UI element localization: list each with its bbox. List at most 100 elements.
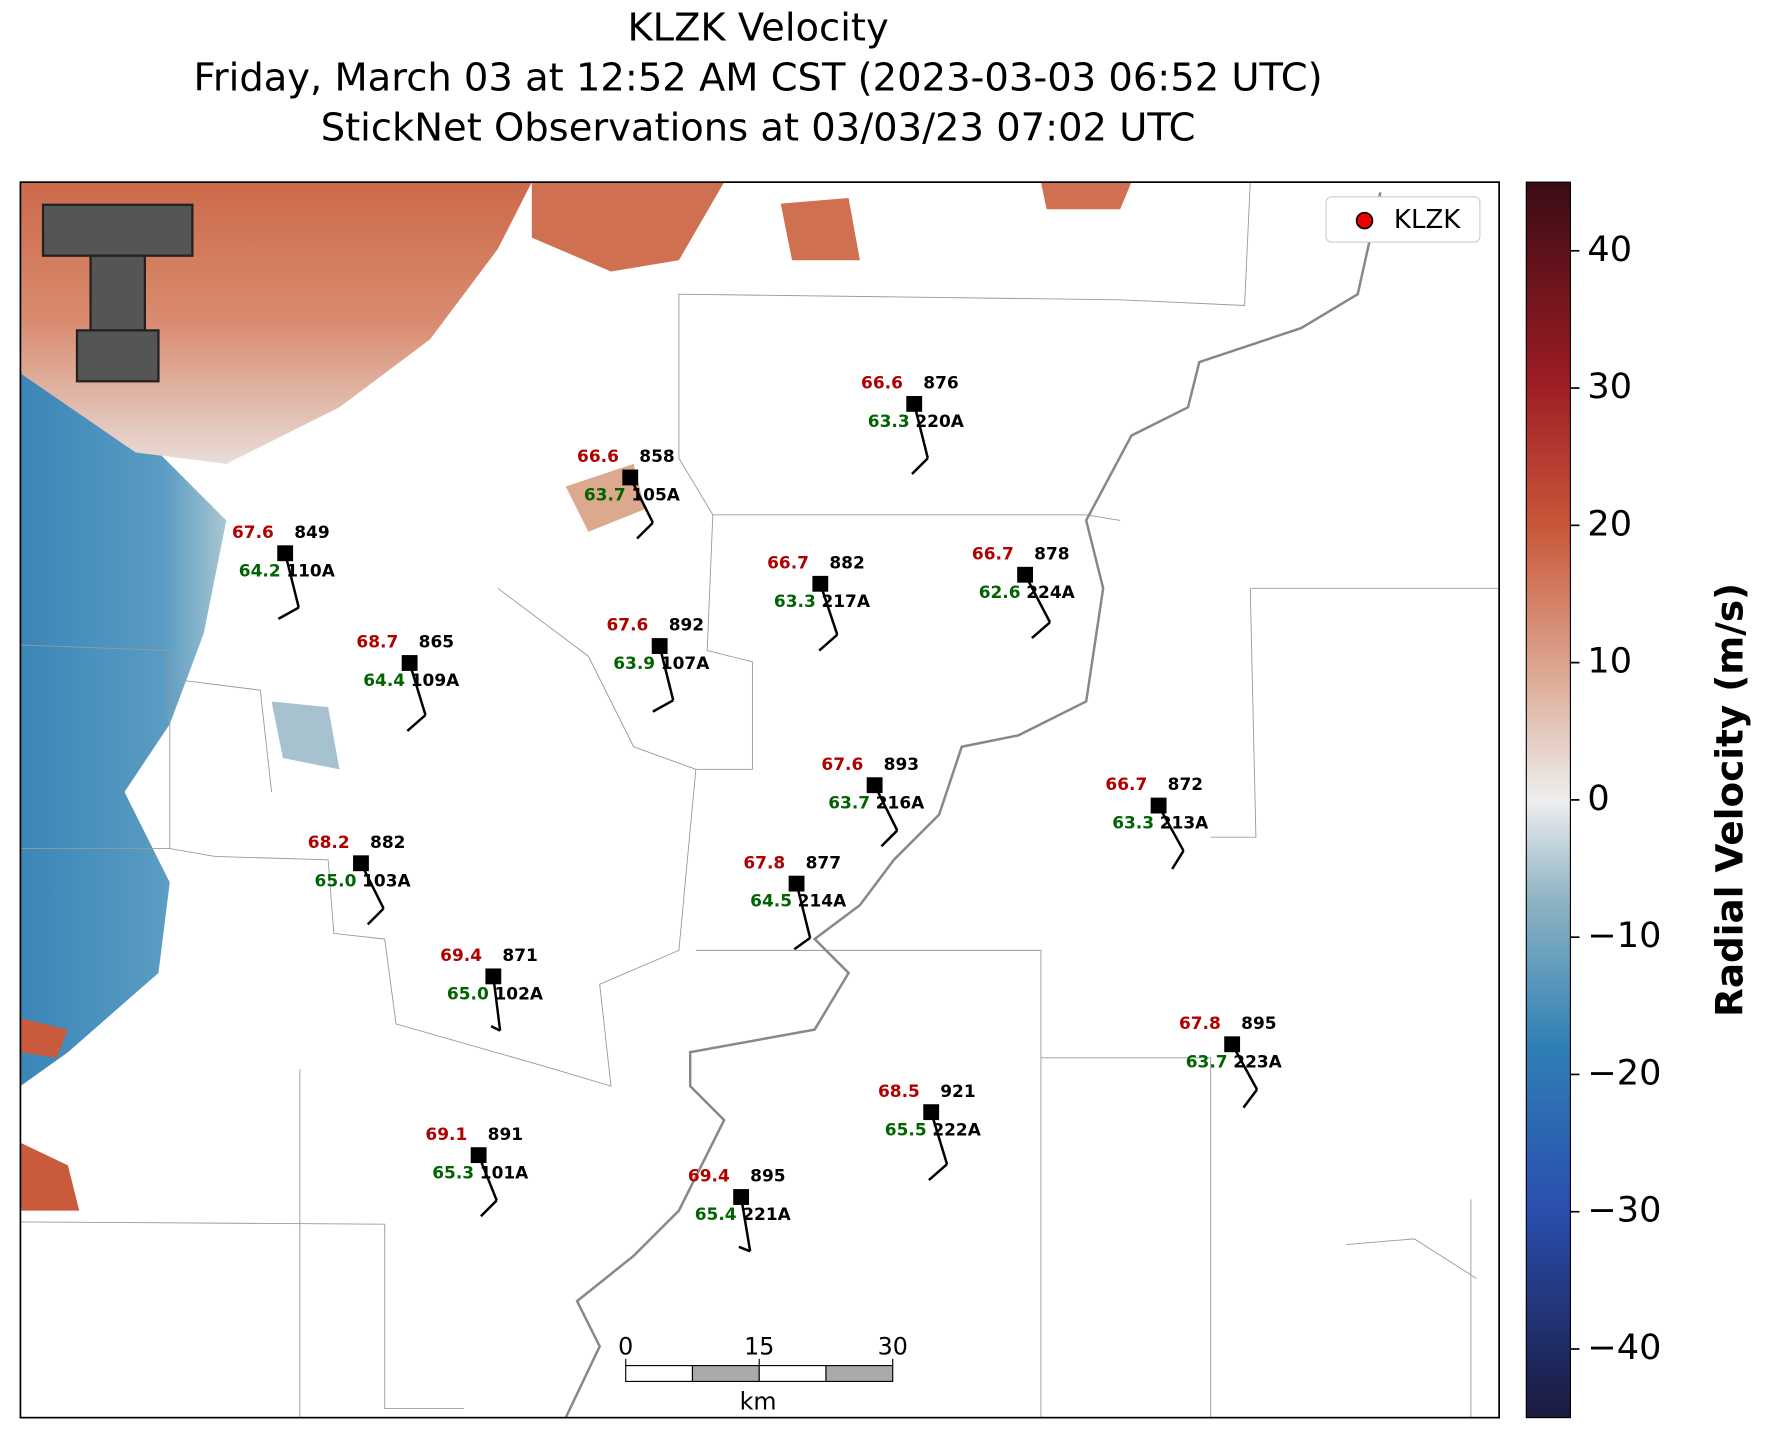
dewpoint: 63.3 <box>774 592 816 612</box>
wind-barb <box>880 829 899 848</box>
dewpoint: 62.6 <box>979 583 1021 603</box>
wind-barb <box>652 699 674 713</box>
wind-barb <box>911 457 929 475</box>
temperature: 66.6 <box>861 374 903 394</box>
subtitle: Friday, March 03 at 12:52 AM CST (2023-0… <box>194 56 1323 101</box>
scale-tick-label: 0 <box>618 1332 633 1360</box>
wind-barb <box>1031 621 1051 640</box>
temperature: 66.6 <box>577 447 619 467</box>
station-marker <box>923 1104 940 1121</box>
dewpoint: 64.4 <box>363 671 405 691</box>
colorbar-tick-label: 30 <box>1587 366 1632 407</box>
radar-echo <box>780 197 860 261</box>
dewpoint: 64.2 <box>239 561 281 581</box>
station-marker <box>651 638 668 654</box>
dewpoint: 65.0 <box>315 871 357 891</box>
temperature: 68.7 <box>356 633 398 653</box>
scale-tick-label: 30 <box>878 1332 908 1360</box>
wind-barb-staff <box>739 1196 752 1252</box>
temperature: 69.4 <box>440 946 482 966</box>
colorbar-tick-label: 10 <box>1587 641 1632 682</box>
pressure: 877 <box>806 853 841 873</box>
station-id: 109A <box>411 671 460 691</box>
station-id: 105A <box>631 486 680 506</box>
radar-echo <box>20 1142 80 1211</box>
colorbar-tick-label: −30 <box>1587 1190 1661 1231</box>
wind-barb <box>480 1199 498 1218</box>
colorbar-tick-label: −20 <box>1587 1052 1661 1093</box>
legend: KLZK <box>1325 196 1481 243</box>
dewpoint: 63.3 <box>1112 814 1154 834</box>
pressure: 882 <box>829 553 864 573</box>
station-marker <box>1224 1036 1241 1053</box>
pressure: 891 <box>488 1125 523 1145</box>
pressure: 892 <box>669 616 704 636</box>
temperature: 69.4 <box>688 1167 730 1187</box>
temperature: 68.5 <box>878 1082 920 1102</box>
dewpoint: 63.7 <box>1186 1052 1228 1072</box>
radar-echo <box>271 701 340 770</box>
station-marker <box>812 575 829 592</box>
station-id: 223A <box>1233 1052 1282 1072</box>
station-id: 224A <box>1026 583 1075 603</box>
dewpoint: 63.9 <box>613 654 655 674</box>
wind-barb <box>1242 1088 1259 1109</box>
radar-echo <box>20 1018 68 1058</box>
wind-barb <box>818 633 839 652</box>
station-marker <box>485 968 502 985</box>
temperature: 67.6 <box>821 755 863 775</box>
scale-bar: km <box>625 1365 894 1416</box>
station-id: 216A <box>876 793 925 813</box>
temperature: 66.7 <box>1105 775 1147 795</box>
wind-barb-staff <box>283 552 300 608</box>
station-marker <box>1150 797 1167 814</box>
wind-barb <box>793 936 811 951</box>
pressure: 872 <box>1168 775 1203 795</box>
station-id: 101A <box>480 1163 529 1183</box>
colorbar-tick-label: 0 <box>1587 778 1609 819</box>
station-marker <box>401 655 418 671</box>
wind-barb <box>406 714 427 732</box>
dewpoint: 64.5 <box>750 892 792 912</box>
temperature: 67.6 <box>232 523 274 543</box>
pressure: 893 <box>884 755 919 775</box>
dewpoint: 65.3 <box>432 1163 474 1183</box>
pressure: 849 <box>294 523 329 543</box>
map-frame <box>19 181 1500 1419</box>
wind-barb <box>366 907 385 926</box>
station-id: 102A <box>494 984 543 1004</box>
wind-barb-staff <box>492 976 502 1031</box>
wind-barb-staff <box>658 645 675 701</box>
colorbar <box>1525 181 1571 1419</box>
pressure: 895 <box>750 1167 785 1187</box>
station-marker <box>733 1189 750 1205</box>
logo <box>41 203 194 383</box>
dewpoint: 63.7 <box>828 793 870 813</box>
wind-barb <box>738 1245 751 1253</box>
station-id: 222A <box>932 1120 981 1140</box>
wind-barb-staff <box>819 583 839 636</box>
wind-barb-staff <box>408 662 427 716</box>
river <box>564 192 1382 1418</box>
wind-barb <box>490 1025 501 1032</box>
temperature: 66.7 <box>767 553 809 573</box>
colorbar-tick-label: 20 <box>1587 503 1632 544</box>
colorbar-tick-label: 40 <box>1587 229 1632 270</box>
wind-barb-staff <box>929 1111 949 1165</box>
dewpoint: 65.5 <box>885 1120 927 1140</box>
station-marker <box>470 1147 487 1164</box>
pressure: 882 <box>370 833 405 853</box>
pressure: 895 <box>1241 1014 1276 1034</box>
subtitle-obs: StickNet Observations at 03/03/23 07:02 … <box>321 105 1196 150</box>
pressure: 871 <box>502 946 537 966</box>
radar-echo <box>1040 182 1132 210</box>
pressure: 858 <box>639 447 674 467</box>
station-marker <box>622 469 639 486</box>
scale-unit: km <box>740 1388 777 1416</box>
temperature: 67.6 <box>606 616 648 636</box>
station-marker <box>277 545 294 562</box>
pressure: 921 <box>940 1082 975 1102</box>
map-area <box>20 182 1500 1418</box>
station-id: 221A <box>742 1205 791 1225</box>
